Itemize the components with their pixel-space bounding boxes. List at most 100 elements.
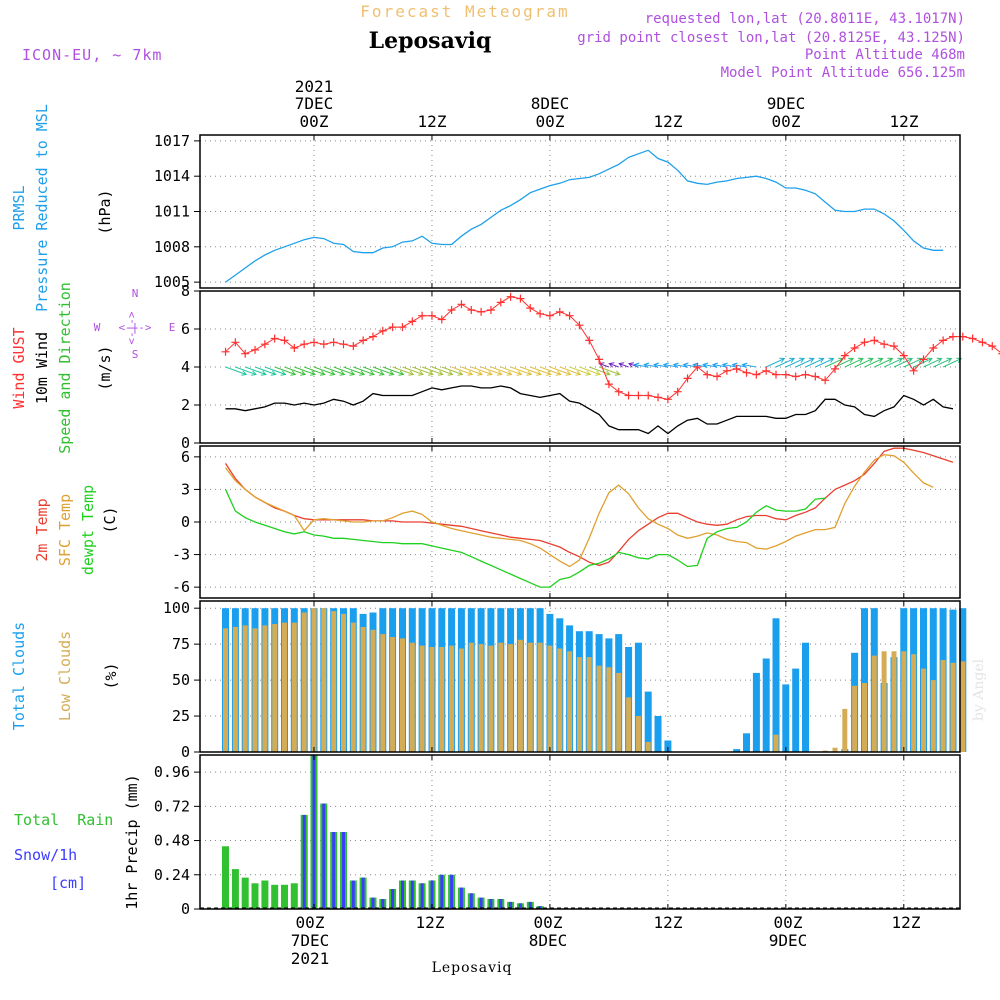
total-cloud-bar-53 [743, 733, 750, 752]
low-cloud-bar-65 [862, 683, 867, 752]
wind-arrowhead-46 [662, 362, 669, 369]
compass-w: W [94, 321, 101, 334]
low-cloud-bar-42 [635, 716, 641, 752]
snow-bar-22 [440, 874, 444, 909]
gust-marker-74 [948, 332, 957, 341]
bottom-label-3-l1: 12Z [654, 913, 683, 932]
wind-arrowhead-12 [359, 370, 366, 376]
wind-arrow-54 [742, 364, 757, 368]
wind-speed-line [225, 385, 954, 435]
low-cloud-bar-13 [350, 622, 356, 752]
ytick-label-wind-2: 4 [181, 358, 190, 376]
wind-arrow-25 [471, 366, 493, 375]
wind-arrowhead-28 [516, 370, 523, 376]
compass-n: N [132, 287, 139, 300]
gust-marker-45 [663, 395, 672, 404]
gust-marker-59 [801, 370, 810, 379]
gust-marker-27 [486, 306, 495, 314]
bottom-label-2-l2: 8DEC [529, 931, 568, 950]
total-cloud-bar-57 [782, 684, 790, 752]
ytick-label-temperature-2: 0 [181, 513, 190, 531]
low-cloud-bar-10 [321, 608, 327, 752]
wind-arrowhead-9 [329, 370, 336, 376]
ytick-label-wind-0: 0 [181, 434, 190, 452]
p5-cm: [cm] [50, 874, 86, 892]
p2-gust: Wind GUST [10, 327, 28, 408]
total-cloud-bar-44 [654, 716, 662, 752]
wind-arrow-60 [815, 358, 834, 368]
wind-arrowhead-50 [702, 362, 709, 369]
panel-precipitation: 0 0.24 0.48 0.72 0.96 [154, 754, 961, 918]
low-cloud-bar-71 [921, 668, 926, 752]
wind-arrow-1 [235, 366, 257, 375]
wind-arrow-46 [663, 364, 678, 368]
wind-arrowhead-17 [408, 370, 415, 376]
gust-marker-30 [516, 294, 525, 303]
compass-arrows-v: <-|-> [125, 311, 138, 344]
wind-arrow-49 [693, 364, 708, 368]
wind-arrowhead-54 [741, 362, 748, 369]
ytick-label-precipitation-1: 0.24 [154, 866, 190, 884]
ytick-label-pressure-0: 1005 [154, 273, 190, 291]
ytick-label-wind-1: 2 [181, 396, 190, 414]
ytick-label-wind-3: 6 [181, 320, 190, 338]
low-cloud-bar-23 [449, 645, 455, 752]
bottom-location: Leposaviq [432, 960, 513, 976]
low-cloud-bar-72 [930, 680, 936, 752]
wind-arrowhead-55 [779, 357, 786, 363]
gust-marker-58 [791, 372, 800, 381]
low-cloud-bar-1 [232, 626, 238, 752]
wind-arrowhead-45 [653, 362, 659, 369]
wind-arrowhead-72 [946, 357, 953, 363]
total-cloud-bar-45 [664, 740, 672, 752]
bottom-label-4-l1: 00Z [774, 913, 803, 932]
snow-bar-29 [509, 901, 513, 909]
low-cloud-bar-17 [390, 637, 396, 752]
low-cloud-bar-6 [282, 622, 287, 752]
gust-marker-69 [899, 351, 908, 360]
p3-t2m: 2m Temp [33, 498, 51, 561]
wind-arrow-52 [722, 364, 737, 368]
wind-arrowhead-57 [798, 357, 805, 363]
low-cloud-bar-5 [272, 624, 278, 752]
wind-arrow-66 [874, 358, 893, 368]
wind-arrow-15 [372, 366, 394, 375]
snow-bar-17 [391, 889, 395, 909]
bottom-label-1-l1: 12Z [416, 913, 445, 932]
wind-arrowhead-65 [877, 357, 884, 363]
wind-arrowhead-71 [936, 357, 943, 363]
gust-marker-54 [752, 370, 761, 379]
wind-arrowhead-43 [633, 362, 640, 369]
ytick-label-precipitation-3: 0.72 [154, 797, 190, 815]
ytick-label-pressure-1: 1008 [154, 238, 190, 256]
wind-arrow-2 [245, 366, 267, 375]
wind-arrowhead-56 [789, 357, 796, 363]
compass-arrows-h: <-|-> [118, 321, 151, 334]
wind-arrow-0 [225, 366, 247, 375]
snow-bar-8 [302, 814, 306, 909]
bottom-label-0-l1: 00Z [296, 913, 325, 932]
low-cloud-bar-67 [881, 651, 887, 752]
wind-arrow-36 [579, 366, 601, 375]
rain-bar-0 [222, 846, 229, 909]
snow-bar-30 [518, 903, 522, 909]
wind-arrow-13 [353, 366, 375, 375]
wind-arrowhead-42 [628, 362, 634, 368]
wind-arrowhead-64 [867, 357, 874, 363]
snow-bar-12 [342, 832, 345, 909]
wind-arrow-21 [431, 366, 453, 375]
low-cloud-bar-33 [547, 645, 553, 752]
gust-marker-65 [860, 338, 869, 347]
wind-arrow-45 [654, 364, 668, 368]
snow-bar-11 [332, 832, 336, 909]
wind-arrowhead-70 [926, 357, 933, 363]
panel-frame-2 [199, 445, 961, 599]
wind-arrowhead-52 [721, 362, 728, 369]
wind-arrow-40 [609, 363, 619, 368]
wind-arrowhead-35 [585, 370, 592, 376]
panel-pressure: 1005 1008 1011 1014 1017 [154, 132, 961, 291]
low-cloud-bar-63 [842, 708, 848, 752]
gust-marker-63 [840, 351, 849, 360]
pressure-line [225, 149, 944, 283]
snow-bar-28 [499, 899, 503, 909]
